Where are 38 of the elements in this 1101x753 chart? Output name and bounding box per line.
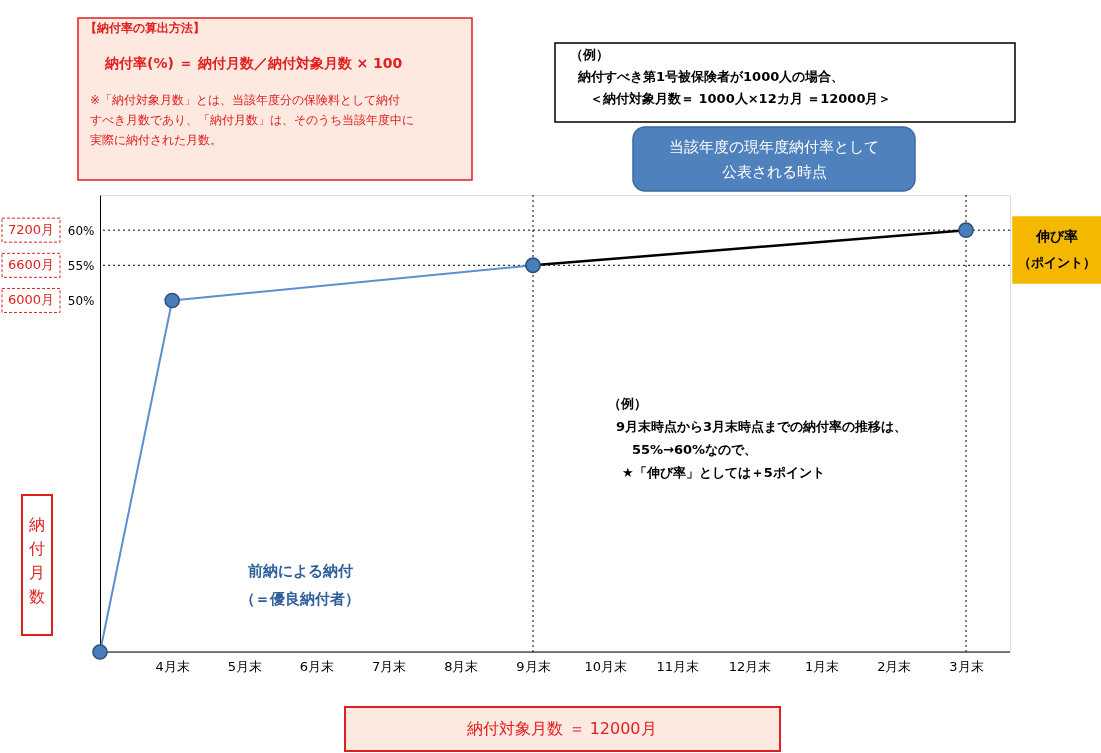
text: 7200月 xyxy=(7,222,55,238)
annotation: （例） xyxy=(608,396,647,411)
text: 6600月 xyxy=(7,257,55,273)
annotation: （＝優良納付者） xyxy=(240,590,360,608)
text: ＜納付対象月数＝ 1000人×12カ月 ＝12000月＞ xyxy=(590,91,892,106)
text: （例） xyxy=(570,47,609,62)
text: 実際に納付された月数。 xyxy=(90,133,222,147)
annotation: 前納による納付 xyxy=(246,562,353,580)
text: 当該年度の現年度納付率として xyxy=(669,138,879,156)
x-tick-label: 5月末 xyxy=(227,658,262,674)
y-tick-label: 60% xyxy=(67,223,95,238)
text: 伸び率 xyxy=(1035,228,1078,244)
x-tick-label: 11月末 xyxy=(656,658,700,674)
x-tick-label: 1月末 xyxy=(805,658,840,674)
y-tick-label: 50% xyxy=(67,293,95,308)
text: 納付率(%) ＝ 納付月数／納付対象月数 × 100 xyxy=(104,55,403,71)
text: すべき月数であり、「納付月数」は、そのうち当該年度中に xyxy=(90,113,414,127)
x-tick-label: 8月末 xyxy=(444,658,479,674)
text: 納付すべき第1号被保険者が1000人の場合、 xyxy=(577,69,845,84)
text: 【納付率の算出方法】 xyxy=(85,21,205,35)
x-tick-label: 7月末 xyxy=(372,658,407,674)
annotation: ★「伸び率」としては＋5ポイント xyxy=(622,465,825,480)
y-axis-title: 納付月数 xyxy=(28,515,45,606)
text: ※「納付対象月数」とは、当該年度分の保険料として納付 xyxy=(90,93,401,107)
x-axis-title: 納付対象月数 ＝ 12000月 xyxy=(467,719,657,738)
x-tick-label: 6月末 xyxy=(299,658,335,674)
text: 6000月 xyxy=(7,292,55,308)
x-tick-label: 2月末 xyxy=(877,658,912,674)
text: （ポイント） xyxy=(1018,255,1096,270)
x-tick-label: 10月末 xyxy=(584,658,627,674)
x-tick-label: 4月末 xyxy=(155,658,190,674)
text: 公表される時点 xyxy=(721,163,827,181)
x-tick-label: 3月末 xyxy=(949,658,984,674)
x-tick-label: 12月末 xyxy=(728,658,772,674)
annotation: 55%→60%なので、 xyxy=(632,442,758,457)
x-tick-label: 9月末 xyxy=(516,658,551,674)
annotation: 9月末時点から3月末時点までの納付率の推移は、 xyxy=(616,419,908,434)
y-tick-label: 55% xyxy=(67,258,95,273)
